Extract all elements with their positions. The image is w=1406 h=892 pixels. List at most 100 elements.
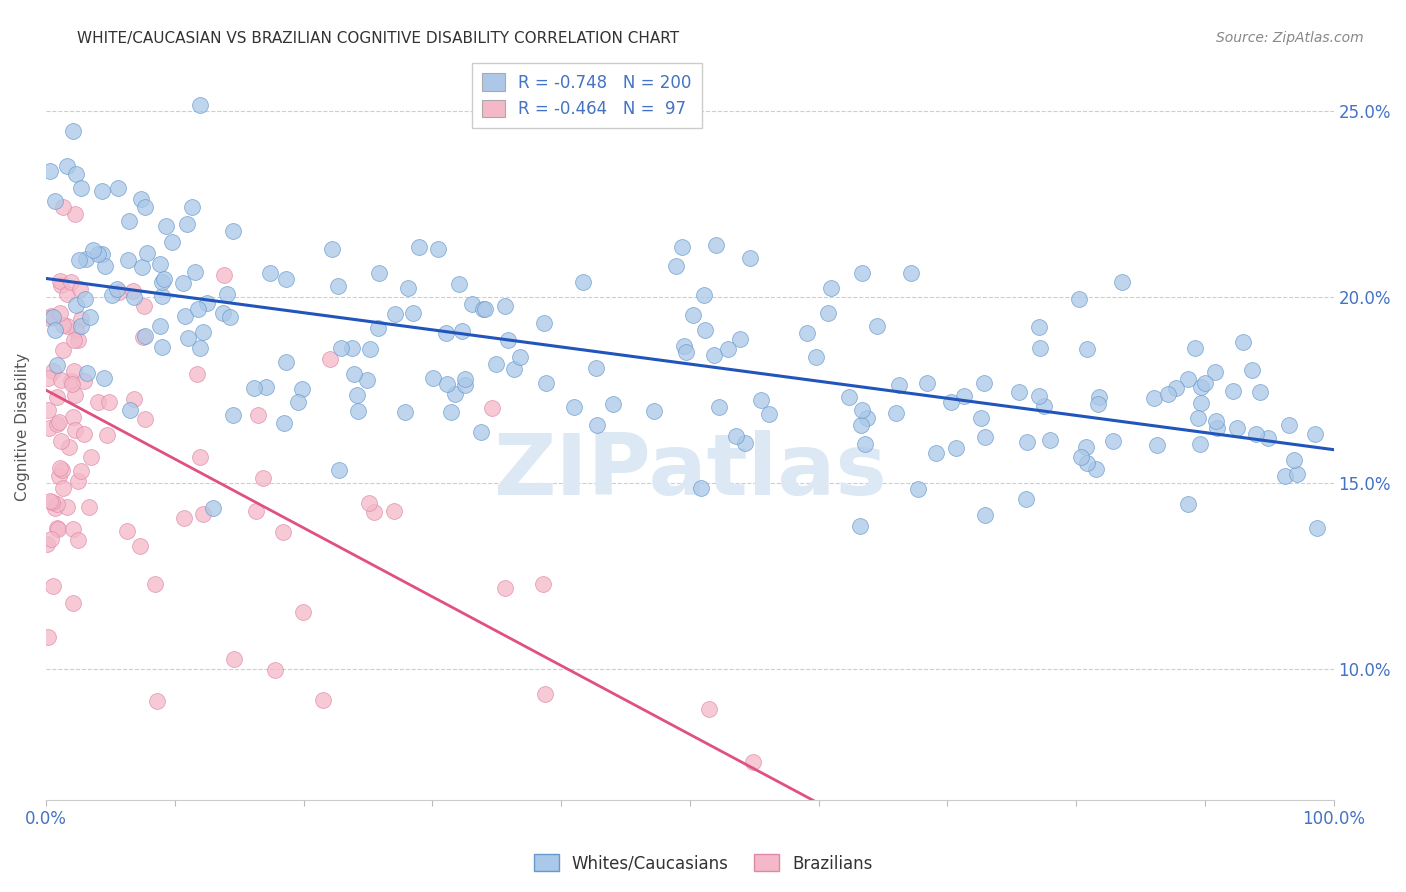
Point bbox=[66, 474, 89, 488]
Point bbox=[1085, 462, 1108, 476]
Point bbox=[174, 310, 197, 324]
Point bbox=[153, 272, 176, 286]
Point bbox=[59, 275, 82, 289]
Text: WHITE/CAUCASIAN VS BRAZILIAN COGNITIVE DISABILITY CORRELATION CHART: WHITE/CAUCASIAN VS BRAZILIAN COGNITIVE D… bbox=[77, 31, 679, 46]
Point bbox=[1194, 376, 1216, 391]
Point bbox=[48, 461, 70, 475]
Point bbox=[149, 257, 172, 271]
Point bbox=[48, 469, 70, 483]
Point bbox=[1070, 450, 1092, 465]
Point bbox=[172, 276, 194, 290]
Point bbox=[675, 345, 697, 359]
Point bbox=[155, 219, 177, 233]
Point bbox=[1278, 417, 1301, 432]
Point bbox=[188, 341, 211, 355]
Point bbox=[470, 425, 492, 439]
Point bbox=[564, 400, 586, 414]
Point bbox=[134, 328, 156, 343]
Point bbox=[536, 376, 558, 391]
Point bbox=[356, 373, 378, 387]
Point bbox=[1076, 456, 1098, 470]
Point bbox=[52, 318, 75, 332]
Point bbox=[254, 379, 277, 393]
Point bbox=[363, 505, 385, 519]
Point bbox=[326, 279, 349, 293]
Point bbox=[758, 408, 780, 422]
Point bbox=[704, 238, 727, 252]
Point bbox=[245, 504, 267, 518]
Point bbox=[1177, 372, 1199, 386]
Point bbox=[672, 339, 695, 353]
Point bbox=[1029, 341, 1052, 355]
Point bbox=[1205, 420, 1227, 434]
Point bbox=[1033, 400, 1056, 414]
Point bbox=[717, 342, 740, 356]
Point bbox=[900, 266, 922, 280]
Point bbox=[447, 277, 470, 291]
Point bbox=[37, 630, 59, 644]
Point bbox=[804, 351, 827, 365]
Point bbox=[76, 366, 98, 380]
Point bbox=[292, 605, 315, 619]
Point bbox=[150, 289, 173, 303]
Point bbox=[51, 463, 73, 477]
Point bbox=[849, 519, 872, 533]
Point bbox=[51, 278, 73, 293]
Point bbox=[184, 265, 207, 279]
Point bbox=[63, 423, 86, 437]
Point bbox=[62, 124, 84, 138]
Point bbox=[48, 416, 70, 430]
Point bbox=[572, 275, 595, 289]
Point bbox=[454, 372, 477, 386]
Point bbox=[150, 276, 173, 290]
Point bbox=[122, 290, 145, 304]
Point bbox=[56, 159, 79, 173]
Point bbox=[738, 251, 761, 265]
Point bbox=[1008, 384, 1031, 399]
Point bbox=[276, 272, 298, 286]
Y-axis label: Cognitive Disability: Cognitive Disability bbox=[15, 353, 30, 501]
Point bbox=[118, 403, 141, 417]
Point bbox=[427, 242, 450, 256]
Point bbox=[52, 200, 75, 214]
Point bbox=[108, 285, 131, 299]
Point bbox=[217, 286, 239, 301]
Point bbox=[132, 299, 155, 313]
Point bbox=[105, 282, 128, 296]
Point bbox=[37, 403, 59, 417]
Point bbox=[63, 388, 86, 402]
Point bbox=[481, 401, 503, 415]
Point bbox=[62, 522, 84, 536]
Point bbox=[321, 242, 343, 256]
Point bbox=[291, 383, 314, 397]
Point bbox=[1189, 395, 1212, 409]
Point bbox=[496, 333, 519, 347]
Point bbox=[69, 464, 91, 478]
Point bbox=[503, 361, 526, 376]
Point bbox=[531, 577, 554, 591]
Point bbox=[149, 318, 172, 333]
Point bbox=[107, 181, 129, 195]
Point bbox=[136, 246, 159, 260]
Point bbox=[91, 184, 114, 198]
Point bbox=[1184, 341, 1206, 355]
Point bbox=[343, 367, 366, 381]
Point bbox=[115, 524, 138, 539]
Point bbox=[665, 260, 688, 274]
Point bbox=[602, 397, 624, 411]
Point bbox=[734, 436, 756, 450]
Point bbox=[150, 340, 173, 354]
Point bbox=[973, 430, 995, 444]
Point bbox=[63, 206, 86, 220]
Point bbox=[367, 321, 389, 335]
Point bbox=[62, 596, 84, 610]
Point bbox=[188, 98, 211, 112]
Point bbox=[384, 307, 406, 321]
Point bbox=[49, 274, 72, 288]
Legend: Whites/Caucasians, Brazilians: Whites/Caucasians, Brazilians bbox=[527, 847, 879, 880]
Point bbox=[1303, 426, 1326, 441]
Point bbox=[1028, 389, 1050, 403]
Point bbox=[856, 410, 879, 425]
Point bbox=[402, 306, 425, 320]
Point bbox=[160, 235, 183, 249]
